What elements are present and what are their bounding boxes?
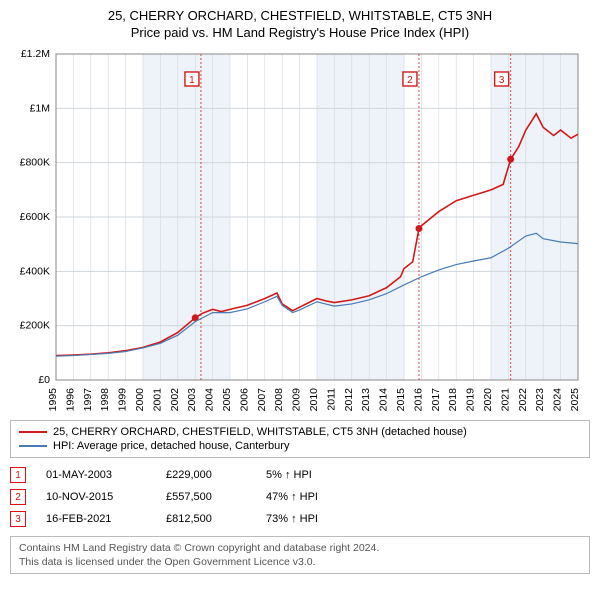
svg-text:2002: 2002 bbox=[169, 388, 181, 412]
title-address: 25, CHERRY ORCHARD, CHESTFIELD, WHITSTAB… bbox=[10, 8, 590, 23]
legend-label: HPI: Average price, detached house, Cant… bbox=[53, 440, 289, 452]
svg-text:1995: 1995 bbox=[47, 388, 59, 412]
svg-text:2009: 2009 bbox=[291, 388, 303, 412]
marker-row: 2 10-NOV-2015 £557,500 47% ↑ HPI bbox=[10, 486, 590, 508]
svg-text:1998: 1998 bbox=[99, 388, 111, 412]
marker-table: 1 01-MAY-2003 £229,000 5% ↑ HPI 2 10-NOV-2015… bbox=[10, 464, 590, 530]
chart-area: £0 £200K £400K £600K £800K £1M £1.2M 1995 1996 19… bbox=[10, 44, 590, 414]
line-chart-svg: £0 £200K £400K £600K £800K £1M £1.2M 1995 1996 19… bbox=[10, 44, 590, 414]
svg-text:2019: 2019 bbox=[465, 388, 477, 412]
svg-text:2022: 2022 bbox=[517, 388, 529, 412]
svg-text:2011: 2011 bbox=[325, 388, 337, 411]
legend-swatch bbox=[19, 431, 47, 433]
svg-text:2005: 2005 bbox=[221, 388, 233, 412]
legend-item: 25, CHERRY ORCHARD, CHESTFIELD, WHITSTAB… bbox=[19, 425, 581, 439]
svg-text:1997: 1997 bbox=[82, 388, 94, 412]
svg-text:1996: 1996 bbox=[64, 388, 76, 412]
marker-price: £557,500 bbox=[166, 491, 246, 503]
legend-item: HPI: Average price, detached house, Cant… bbox=[19, 439, 581, 453]
marker-number-box: 1 bbox=[10, 467, 26, 483]
svg-text:£200K: £200K bbox=[20, 320, 50, 332]
svg-text:£1.2M: £1.2M bbox=[21, 48, 50, 60]
marker-price: £229,000 bbox=[166, 469, 246, 481]
title-subtitle: Price paid vs. HM Land Registry's House … bbox=[10, 25, 590, 40]
svg-text:£0: £0 bbox=[38, 374, 50, 386]
svg-text:2004: 2004 bbox=[204, 388, 216, 412]
svg-text:2017: 2017 bbox=[430, 388, 442, 412]
svg-text:2018: 2018 bbox=[447, 388, 459, 412]
svg-text:2020: 2020 bbox=[482, 388, 494, 412]
svg-text:2000: 2000 bbox=[134, 388, 146, 412]
marker-number-box: 2 bbox=[10, 489, 26, 505]
footer-line-2: This data is licensed under the Open Gov… bbox=[19, 555, 581, 569]
svg-text:2015: 2015 bbox=[395, 388, 407, 412]
svg-text:2016: 2016 bbox=[412, 388, 424, 412]
svg-text:2014: 2014 bbox=[378, 388, 390, 412]
legend: 25, CHERRY ORCHARD, CHESTFIELD, WHITSTAB… bbox=[10, 420, 590, 458]
svg-text:2001: 2001 bbox=[151, 388, 163, 412]
marker-number-box: 3 bbox=[10, 511, 26, 527]
marker-date: 01-MAY-2003 bbox=[46, 469, 146, 481]
svg-text:2013: 2013 bbox=[360, 388, 372, 412]
footer-attribution: Contains HM Land Registry data © Crown c… bbox=[10, 536, 590, 574]
svg-text:2012: 2012 bbox=[343, 388, 355, 412]
legend-label: 25, CHERRY ORCHARD, CHESTFIELD, WHITSTAB… bbox=[53, 426, 467, 438]
marker-date: 16-FEB-2021 bbox=[46, 513, 146, 525]
legend-swatch bbox=[19, 445, 47, 447]
marker-price: £812,500 bbox=[166, 513, 246, 525]
chart-titles: 25, CHERRY ORCHARD, CHESTFIELD, WHITSTAB… bbox=[10, 8, 590, 40]
footer-line-1: Contains HM Land Registry data © Crown c… bbox=[19, 541, 581, 555]
marker-diff: 73% ↑ HPI bbox=[266, 513, 356, 525]
svg-text:2024: 2024 bbox=[552, 388, 564, 412]
svg-text:2006: 2006 bbox=[238, 388, 250, 412]
svg-text:3: 3 bbox=[499, 75, 505, 86]
svg-text:2025: 2025 bbox=[569, 388, 581, 412]
svg-text:£400K: £400K bbox=[20, 265, 50, 277]
marker-diff: 5% ↑ HPI bbox=[266, 469, 356, 481]
marker-diff: 47% ↑ HPI bbox=[266, 491, 356, 503]
svg-text:1: 1 bbox=[189, 75, 195, 86]
svg-text:£1M: £1M bbox=[30, 102, 50, 114]
svg-text:2003: 2003 bbox=[186, 388, 198, 412]
marker-date: 10-NOV-2015 bbox=[46, 491, 146, 503]
svg-text:2023: 2023 bbox=[534, 388, 546, 412]
svg-text:1999: 1999 bbox=[117, 388, 129, 412]
svg-text:2008: 2008 bbox=[273, 388, 285, 412]
marker-row: 3 16-FEB-2021 £812,500 73% ↑ HPI bbox=[10, 508, 590, 530]
chart-container: 25, CHERRY ORCHARD, CHESTFIELD, WHITSTAB… bbox=[0, 0, 600, 580]
svg-text:2021: 2021 bbox=[499, 388, 511, 412]
svg-text:2007: 2007 bbox=[256, 388, 268, 412]
svg-text:2: 2 bbox=[407, 75, 413, 86]
svg-text:£600K: £600K bbox=[20, 211, 50, 223]
svg-text:2010: 2010 bbox=[308, 388, 320, 412]
marker-row: 1 01-MAY-2003 £229,000 5% ↑ HPI bbox=[10, 464, 590, 486]
svg-text:£800K: £800K bbox=[20, 157, 50, 169]
